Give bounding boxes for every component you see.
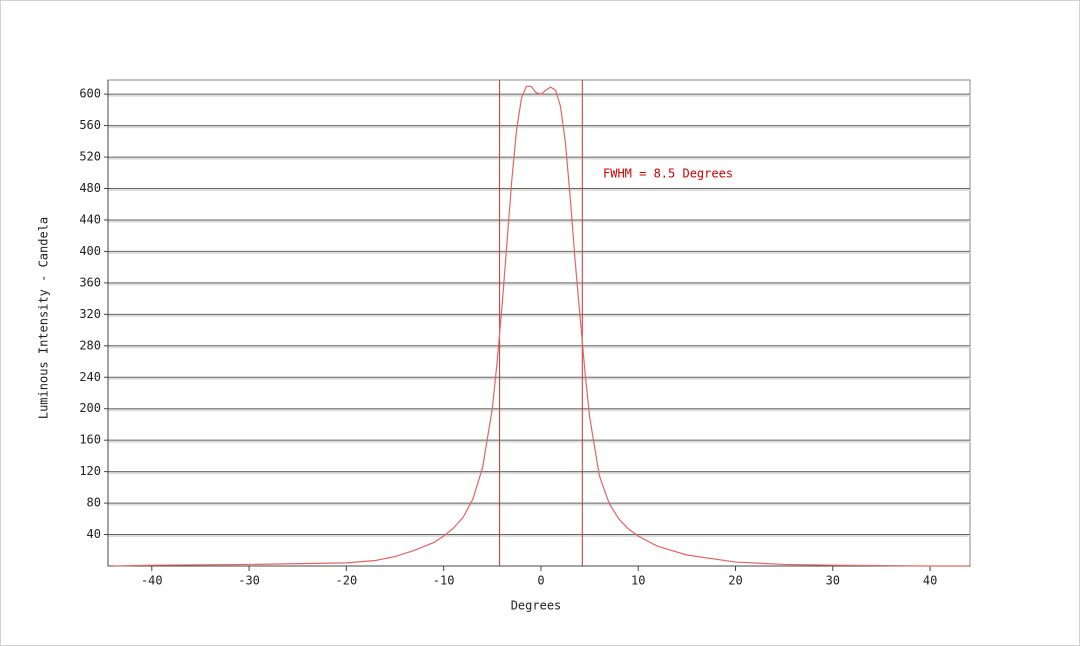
y-tick-label: 160 — [79, 433, 101, 447]
x-tick-label: 10 — [631, 574, 645, 588]
y-tick-label: 560 — [79, 118, 101, 132]
x-tick-label: -10 — [433, 574, 455, 588]
y-tick-label: 240 — [79, 370, 101, 384]
y-tick-label: 40 — [87, 527, 101, 541]
y-tick-label: 360 — [79, 275, 101, 289]
x-tick-label: 40 — [923, 574, 937, 588]
data-line — [112, 85, 970, 567]
x-tick-label: -20 — [336, 574, 358, 588]
x-axis-label: Degrees — [511, 599, 562, 613]
x-tick-label: -40 — [141, 574, 163, 588]
y-tick-label: 600 — [79, 87, 101, 101]
y-axis-label: Luminous Intensity - Candela — [37, 217, 51, 419]
y-tick-label: 480 — [79, 181, 101, 195]
x-tick-label: -30 — [238, 574, 260, 588]
annotation: FWHM = 8.5 Degrees — [603, 167, 733, 181]
y-tick-label: 200 — [79, 401, 101, 415]
y-tick-label: 440 — [79, 212, 101, 226]
plot-area — [107, 79, 971, 567]
y-tick-label: 520 — [79, 150, 101, 164]
y-tick-label: 280 — [79, 338, 101, 352]
y-tick-label: 80 — [87, 496, 101, 510]
y-tick-label: 320 — [79, 307, 101, 321]
x-tick-label: 30 — [826, 574, 840, 588]
y-tick-label: 400 — [79, 244, 101, 258]
y-tick-label: 120 — [79, 464, 101, 478]
x-tick-label: 0 — [537, 574, 544, 588]
x-tick-label: 20 — [728, 574, 742, 588]
